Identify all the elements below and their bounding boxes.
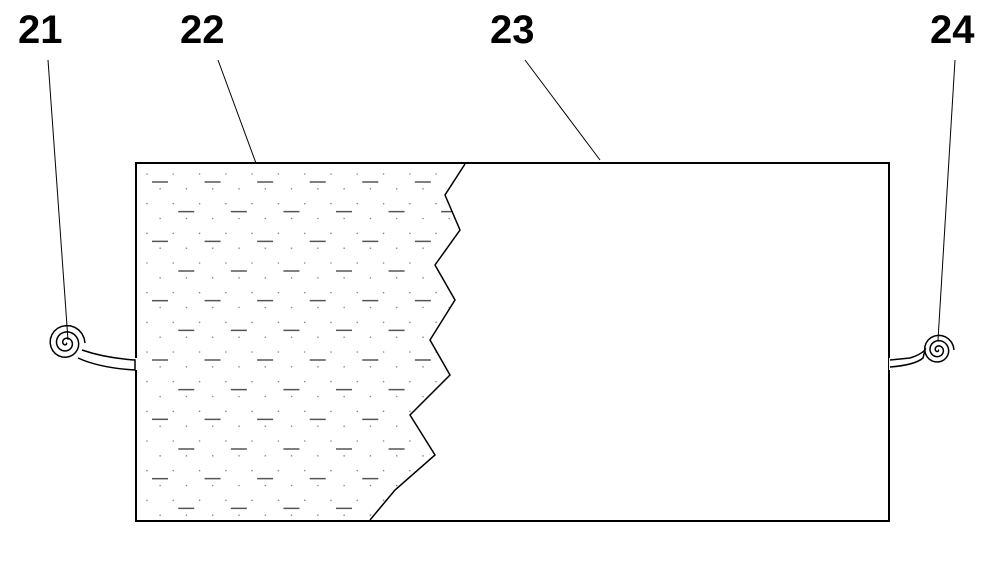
leader-21 [48, 60, 68, 340]
right-connector [890, 350, 925, 367]
label-22: 22 [180, 8, 225, 53]
label-23: 23 [490, 8, 535, 53]
leader-23 [525, 60, 600, 160]
right-slot [889, 358, 893, 370]
label-21: 21 [18, 8, 63, 53]
left-spiral [50, 326, 85, 358]
left-slot [134, 358, 138, 370]
leader-24 [938, 60, 955, 340]
right-spiral [925, 335, 954, 362]
label-24: 24 [930, 8, 975, 53]
main-rectangle [135, 162, 890, 522]
left-connector [78, 350, 135, 370]
